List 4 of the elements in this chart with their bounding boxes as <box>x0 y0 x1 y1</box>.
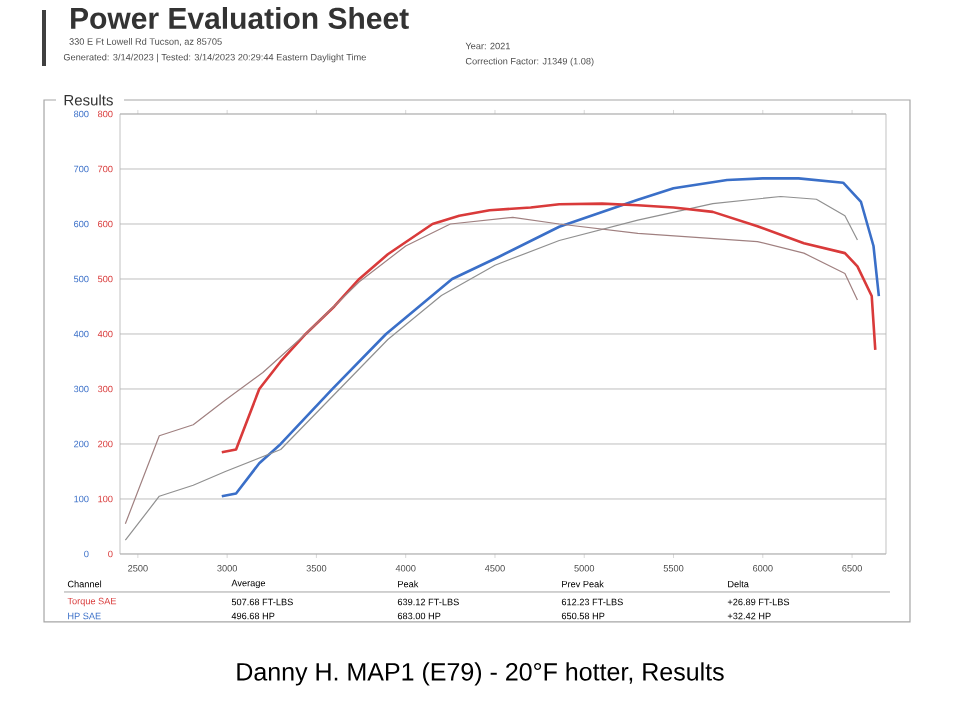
text: Danny H. MAP1 (E79) - 20°F hotter, Results <box>237 662 724 686</box>
chart-title: Power Evaluation Sheet <box>71 6 409 29</box>
line-series <box>220 177 881 498</box>
line-series <box>220 202 877 454</box>
